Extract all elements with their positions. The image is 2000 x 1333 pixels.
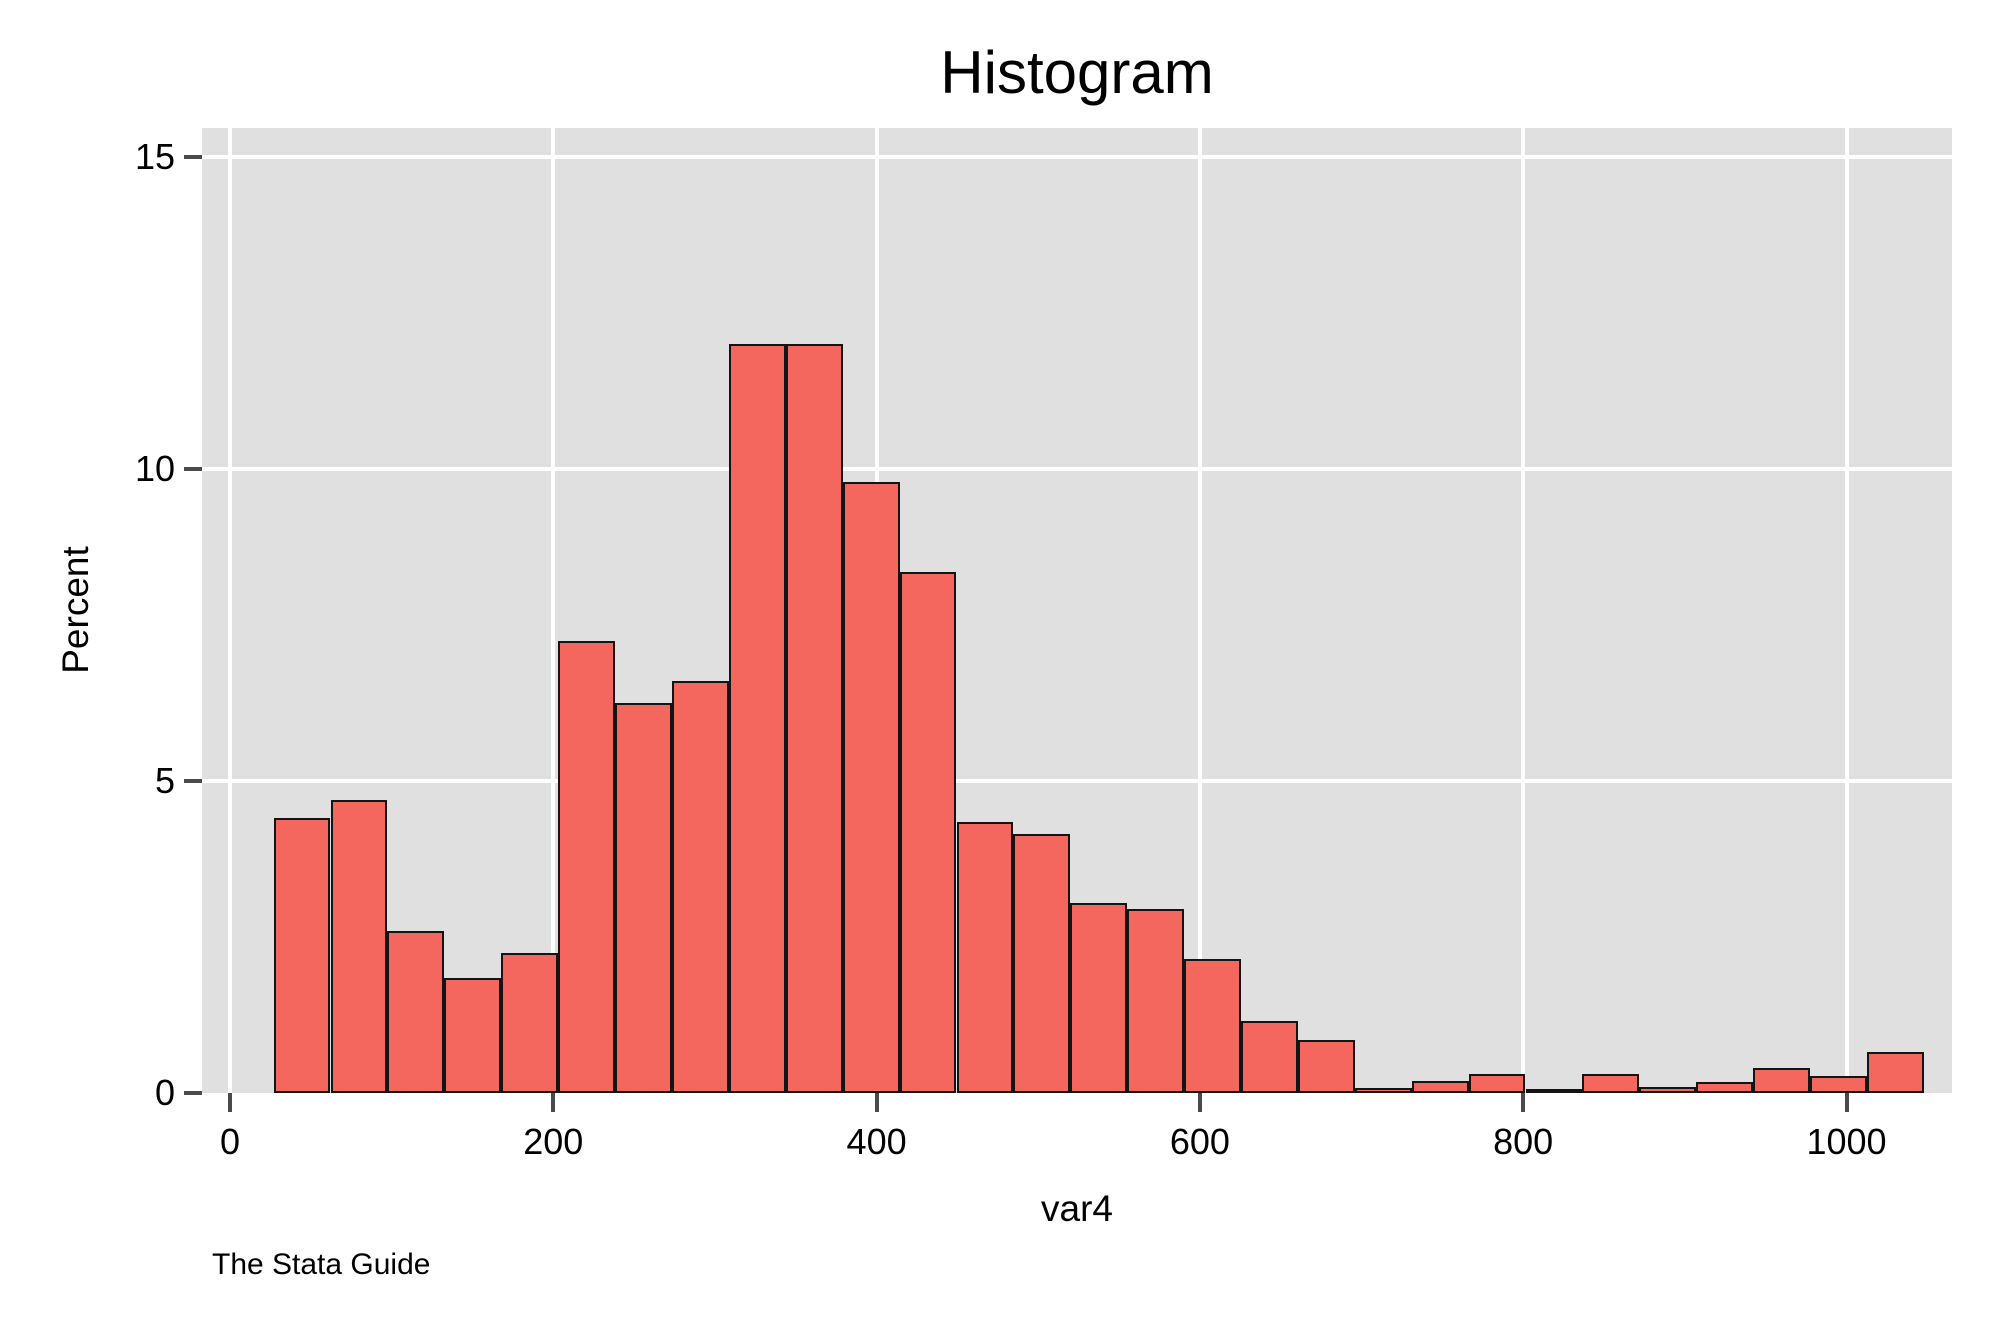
y-axis-title: Percent: [55, 546, 96, 674]
histogram-bar: [387, 930, 445, 1093]
x-tick-label: 600: [1169, 1121, 1230, 1162]
histogram-bar: [501, 952, 559, 1093]
histogram-bar: [899, 572, 957, 1093]
x-tick-label: 400: [846, 1121, 907, 1162]
histogram-bar: [1241, 1021, 1298, 1093]
y-tick-label: 0: [154, 1072, 175, 1113]
gridline-vertical: [228, 128, 232, 1093]
x-tick-label: 1000: [1806, 1121, 1887, 1162]
histogram-bar: [1639, 1086, 1697, 1093]
histogram-bar: [842, 481, 900, 1093]
histogram-bar: [1810, 1076, 1867, 1093]
histogram-bar: [1866, 1052, 1924, 1093]
y-tick-label: 5: [154, 760, 175, 801]
plot-area: [202, 128, 1952, 1094]
x-axis-tick: [1521, 1093, 1526, 1112]
x-axis-tick: [1197, 1093, 1202, 1112]
histogram-bar: [330, 799, 388, 1093]
histogram-bar: [1127, 908, 1185, 1093]
gridline-horizontal: [202, 779, 1952, 783]
y-axis-tick: [184, 1091, 202, 1095]
histogram-bar: [1070, 902, 1128, 1093]
histogram-bar: [956, 821, 1014, 1093]
gridline-vertical: [1197, 128, 1202, 1093]
x-axis-tick: [228, 1093, 232, 1112]
histogram-bar: [615, 703, 672, 1093]
y-axis-tick: [184, 467, 202, 471]
histogram-bar: [1297, 1040, 1355, 1093]
gridline-vertical: [1844, 128, 1849, 1093]
gridline-horizontal: [202, 467, 1952, 471]
y-tick-label: 10: [134, 448, 175, 489]
histogram-bar: [728, 344, 786, 1093]
histogram-bar: [273, 818, 331, 1093]
x-axis-tick: [551, 1093, 556, 1112]
histogram-bar: [1411, 1080, 1469, 1093]
histogram-bar: [1013, 834, 1071, 1093]
histogram-bar: [672, 681, 729, 1093]
gridline-horizontal: [202, 155, 1952, 159]
x-tick-label: 0: [219, 1121, 241, 1162]
gridline-vertical: [1521, 128, 1526, 1093]
histogram-bar: [1696, 1081, 1754, 1093]
x-axis-tick: [874, 1093, 879, 1112]
y-axis-tick: [184, 155, 202, 159]
x-axis-title: var4: [1041, 1188, 1113, 1229]
histogram-bar: [1354, 1088, 1412, 1093]
chart-title: Histogram: [940, 39, 1214, 106]
x-tick-label: 800: [1493, 1121, 1554, 1162]
x-axis-tick: [1844, 1093, 1849, 1112]
gridline-vertical: [551, 128, 556, 1093]
histogram-bar: [444, 977, 502, 1093]
histogram-bar: [785, 344, 843, 1093]
histogram-bar: [1184, 958, 1241, 1093]
histogram-bar: [1753, 1068, 1810, 1093]
histogram-bar: [1525, 1089, 1583, 1094]
y-tick-label: 15: [134, 136, 175, 177]
histogram-bar: [1468, 1074, 1526, 1093]
histogram-bar: [1582, 1074, 1640, 1093]
y-axis-tick: [184, 779, 202, 783]
x-tick-label: 200: [523, 1121, 584, 1162]
histogram-bar: [558, 640, 615, 1093]
watermark-caption: The Stata Guide: [212, 1248, 431, 1281]
